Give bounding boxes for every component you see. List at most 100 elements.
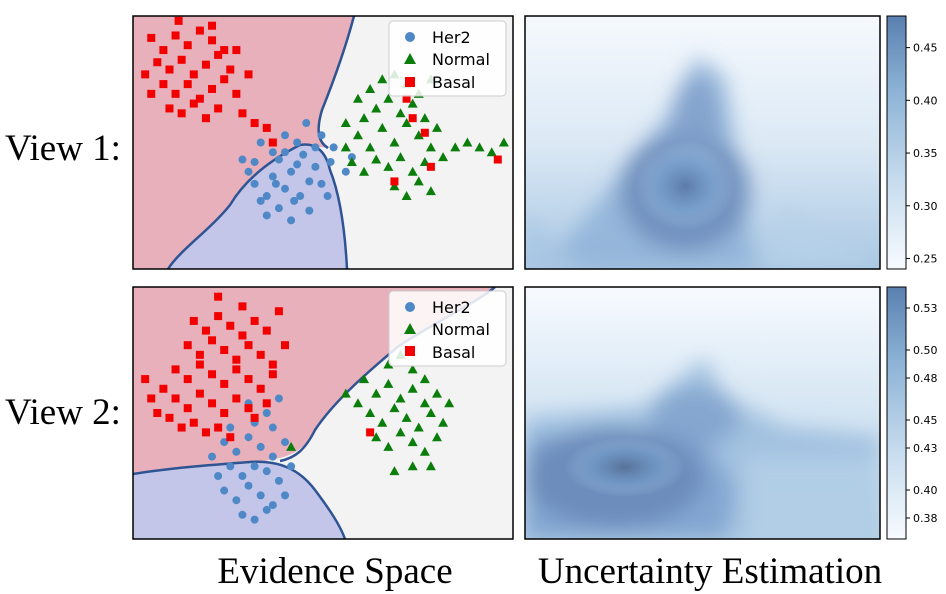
her2-point (317, 179, 326, 188)
basal-point (195, 94, 204, 103)
normal-point (365, 142, 376, 152)
basal-point (183, 341, 192, 350)
basal-point (214, 50, 223, 59)
her2-point (256, 442, 265, 451)
basal-point (201, 60, 210, 69)
legend-normal-label: Normal (432, 320, 490, 339)
basal-point (177, 55, 186, 64)
normal-point (407, 166, 418, 176)
her2-point (302, 119, 311, 128)
plot-frame-view-1 (132, 15, 514, 270)
basal-point (244, 70, 253, 79)
basal-point (201, 326, 210, 335)
basal-point (201, 114, 210, 123)
her2-point (226, 423, 235, 432)
legend-box (388, 290, 507, 367)
uncertainty-heatmap-view-2 (524, 286, 881, 540)
colorbar-tick-label: 0.50 (913, 344, 938, 357)
her2-point (305, 206, 314, 215)
scatter-points-view-2 (141, 292, 455, 524)
normal-point (425, 142, 436, 152)
row-label-view-1: View 1: (5, 128, 121, 169)
colorbar-tick-label: 0.43 (913, 442, 938, 455)
normal-point (407, 383, 418, 393)
basal-point (426, 162, 435, 171)
normal-point (395, 152, 406, 162)
basal-point (256, 384, 265, 393)
her2-point (262, 211, 271, 220)
row-label-view-2: View 2: (5, 392, 121, 433)
her2-point (274, 155, 283, 164)
normal-point (371, 154, 382, 164)
normal-point (407, 98, 418, 108)
normal-point (401, 412, 412, 422)
basal-point (232, 394, 241, 403)
normal-point (377, 122, 388, 132)
basal-point (232, 365, 241, 374)
normal-point (444, 398, 455, 408)
her2-point (250, 157, 259, 166)
normal-point (359, 374, 370, 384)
basal-point (208, 36, 217, 45)
basal-point (141, 375, 150, 384)
her2-point (317, 131, 326, 140)
basal-point (165, 413, 174, 422)
normal-point (474, 142, 485, 152)
colorbar-tick-label: 0.53 (913, 302, 938, 315)
legend-her2-label: Her2 (432, 298, 471, 317)
colorbar-gradient (886, 286, 907, 540)
normal-point (389, 137, 400, 147)
basal-point (238, 302, 247, 311)
normal-point (359, 166, 370, 176)
basal-point (208, 336, 217, 345)
basal-point (153, 58, 162, 67)
colorbar-tick-label: 0.48 (913, 372, 938, 385)
basal-point (159, 46, 168, 55)
basal-point (183, 41, 192, 50)
normal-point (432, 432, 442, 442)
normal-point (413, 176, 424, 186)
normal-point (383, 378, 394, 388)
legend-basal-label: Basal (432, 343, 475, 362)
colorbar-tick-label: 0.35 (913, 147, 938, 160)
basal-point (171, 394, 180, 403)
her2-point (250, 179, 259, 188)
basal-point (420, 128, 429, 137)
normal-point (340, 118, 351, 128)
normal-point (377, 74, 388, 84)
normal-point (371, 388, 382, 398)
normal-point (425, 461, 436, 471)
her2-point (220, 438, 229, 447)
normal-point (450, 142, 461, 152)
normal-point (419, 113, 430, 123)
basal-point (220, 379, 229, 388)
basal-point (171, 365, 180, 374)
colorbar-tick-label: 0.30 (913, 200, 938, 213)
colorbar-ticks-view-1: 0.25 0.30 0.35 0.40 0.45 (906, 42, 938, 265)
basal-point (214, 292, 223, 301)
her2-point (262, 467, 271, 476)
normal-point (383, 359, 394, 369)
basal-point (256, 350, 265, 359)
basal-point (281, 341, 289, 350)
evidence-plot-view-1: Her2 Normal Basal (132, 15, 514, 270)
basal-point (208, 21, 217, 30)
normal-point (352, 93, 363, 103)
normal-point (371, 103, 382, 113)
her2-point (262, 505, 271, 514)
region-her2-view-1 (168, 144, 347, 269)
legend-basal-marker (405, 346, 415, 356)
normal-point (401, 118, 412, 128)
colorbar-ticks-view-2: 0.38 0.40 0.43 0.45 0.48 0.50 0.53 (906, 302, 938, 525)
normal-point (395, 108, 406, 118)
normal-point (389, 181, 400, 191)
her2-point (274, 476, 283, 485)
colorbar-tick-label: 0.40 (913, 484, 938, 497)
basal-point (238, 109, 247, 118)
basal-point (177, 423, 186, 432)
colorbar-view-1: 0.25 0.30 0.35 0.40 0.45 (886, 15, 938, 270)
basal-point (165, 65, 174, 74)
basal-point (189, 418, 198, 427)
basal-point (195, 360, 204, 369)
